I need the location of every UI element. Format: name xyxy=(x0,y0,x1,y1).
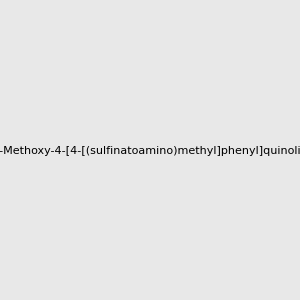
Text: 7-Methoxy-4-[4-[(sulfinatoamino)methyl]phenyl]quinoline: 7-Methoxy-4-[4-[(sulfinatoamino)methyl]p… xyxy=(0,146,300,157)
